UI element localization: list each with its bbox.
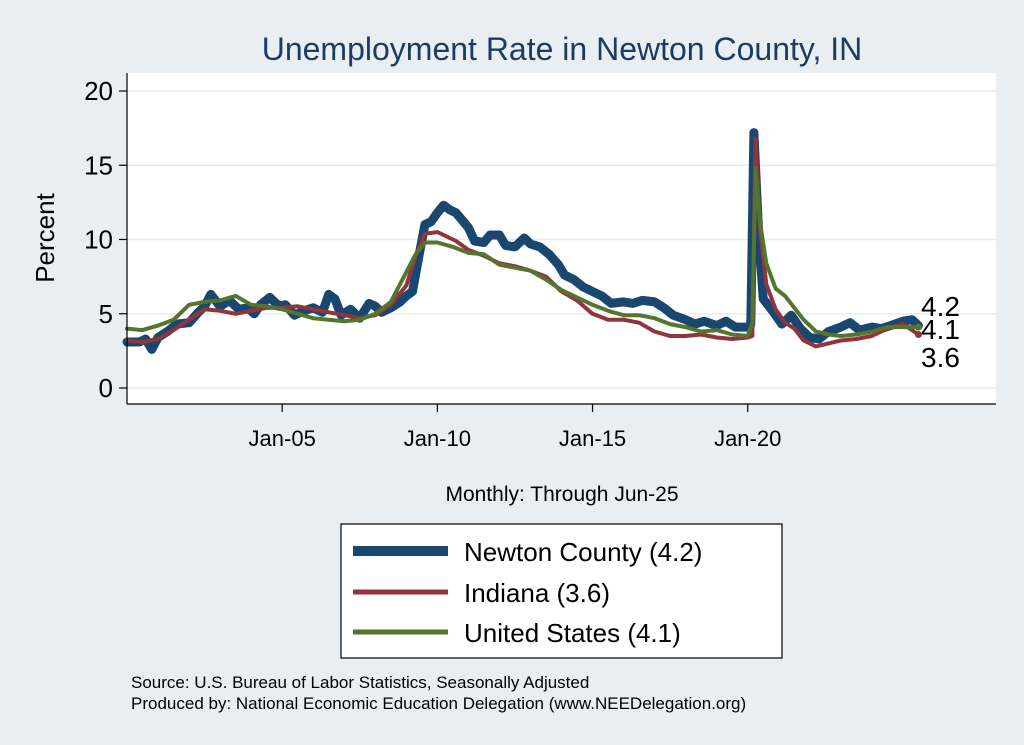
- source-note: Source: U.S. Bureau of Labor Statistics,…: [131, 673, 589, 692]
- x-ticks: Jan-05 Jan-10 Jan-15 Jan-20: [249, 404, 781, 451]
- series-lines: [122, 128, 923, 354]
- series-endpoints: [914, 322, 922, 339]
- y-tick-label: 5: [99, 299, 113, 329]
- end-label-indiana: 3.6: [921, 342, 960, 373]
- legend: Newton County (4.2) Indiana (3.6) United…: [340, 523, 783, 659]
- y-tick-label: 0: [99, 373, 113, 403]
- y-tick-label: 10: [84, 225, 113, 255]
- series-line-2: [125, 166, 921, 338]
- x-tick-label: Jan-10: [404, 426, 471, 451]
- grid-lines: [127, 90, 996, 389]
- x-tick-label: Jan-20: [714, 426, 781, 451]
- chart-title: Unemployment Rate in Newton County, IN: [262, 31, 863, 67]
- y-axis-label: Percent: [30, 192, 60, 282]
- legend-label-newton: Newton County (4.2): [464, 537, 702, 567]
- series-endpoint-2: [914, 323, 922, 331]
- x-axis-label: Monthly: Through Jun-25: [445, 483, 678, 506]
- end-label-newton: 4.2: [921, 291, 960, 322]
- end-label-us: 4.1: [921, 314, 960, 345]
- x-tick-label: Jan-05: [249, 426, 316, 451]
- plot-area: [127, 73, 996, 404]
- series-endpoint-1: [914, 331, 922, 339]
- legend-label-us: United States (4.1): [464, 618, 681, 648]
- producer-note: Produced by: National Economic Education…: [131, 694, 746, 713]
- y-tick-label: 15: [84, 150, 113, 180]
- y-tick-label: 20: [84, 76, 113, 106]
- x-tick-label: Jan-15: [559, 426, 626, 451]
- y-ticks: 0 5 10 15 20: [84, 76, 127, 403]
- legend-label-indiana: Indiana (3.6): [464, 578, 610, 608]
